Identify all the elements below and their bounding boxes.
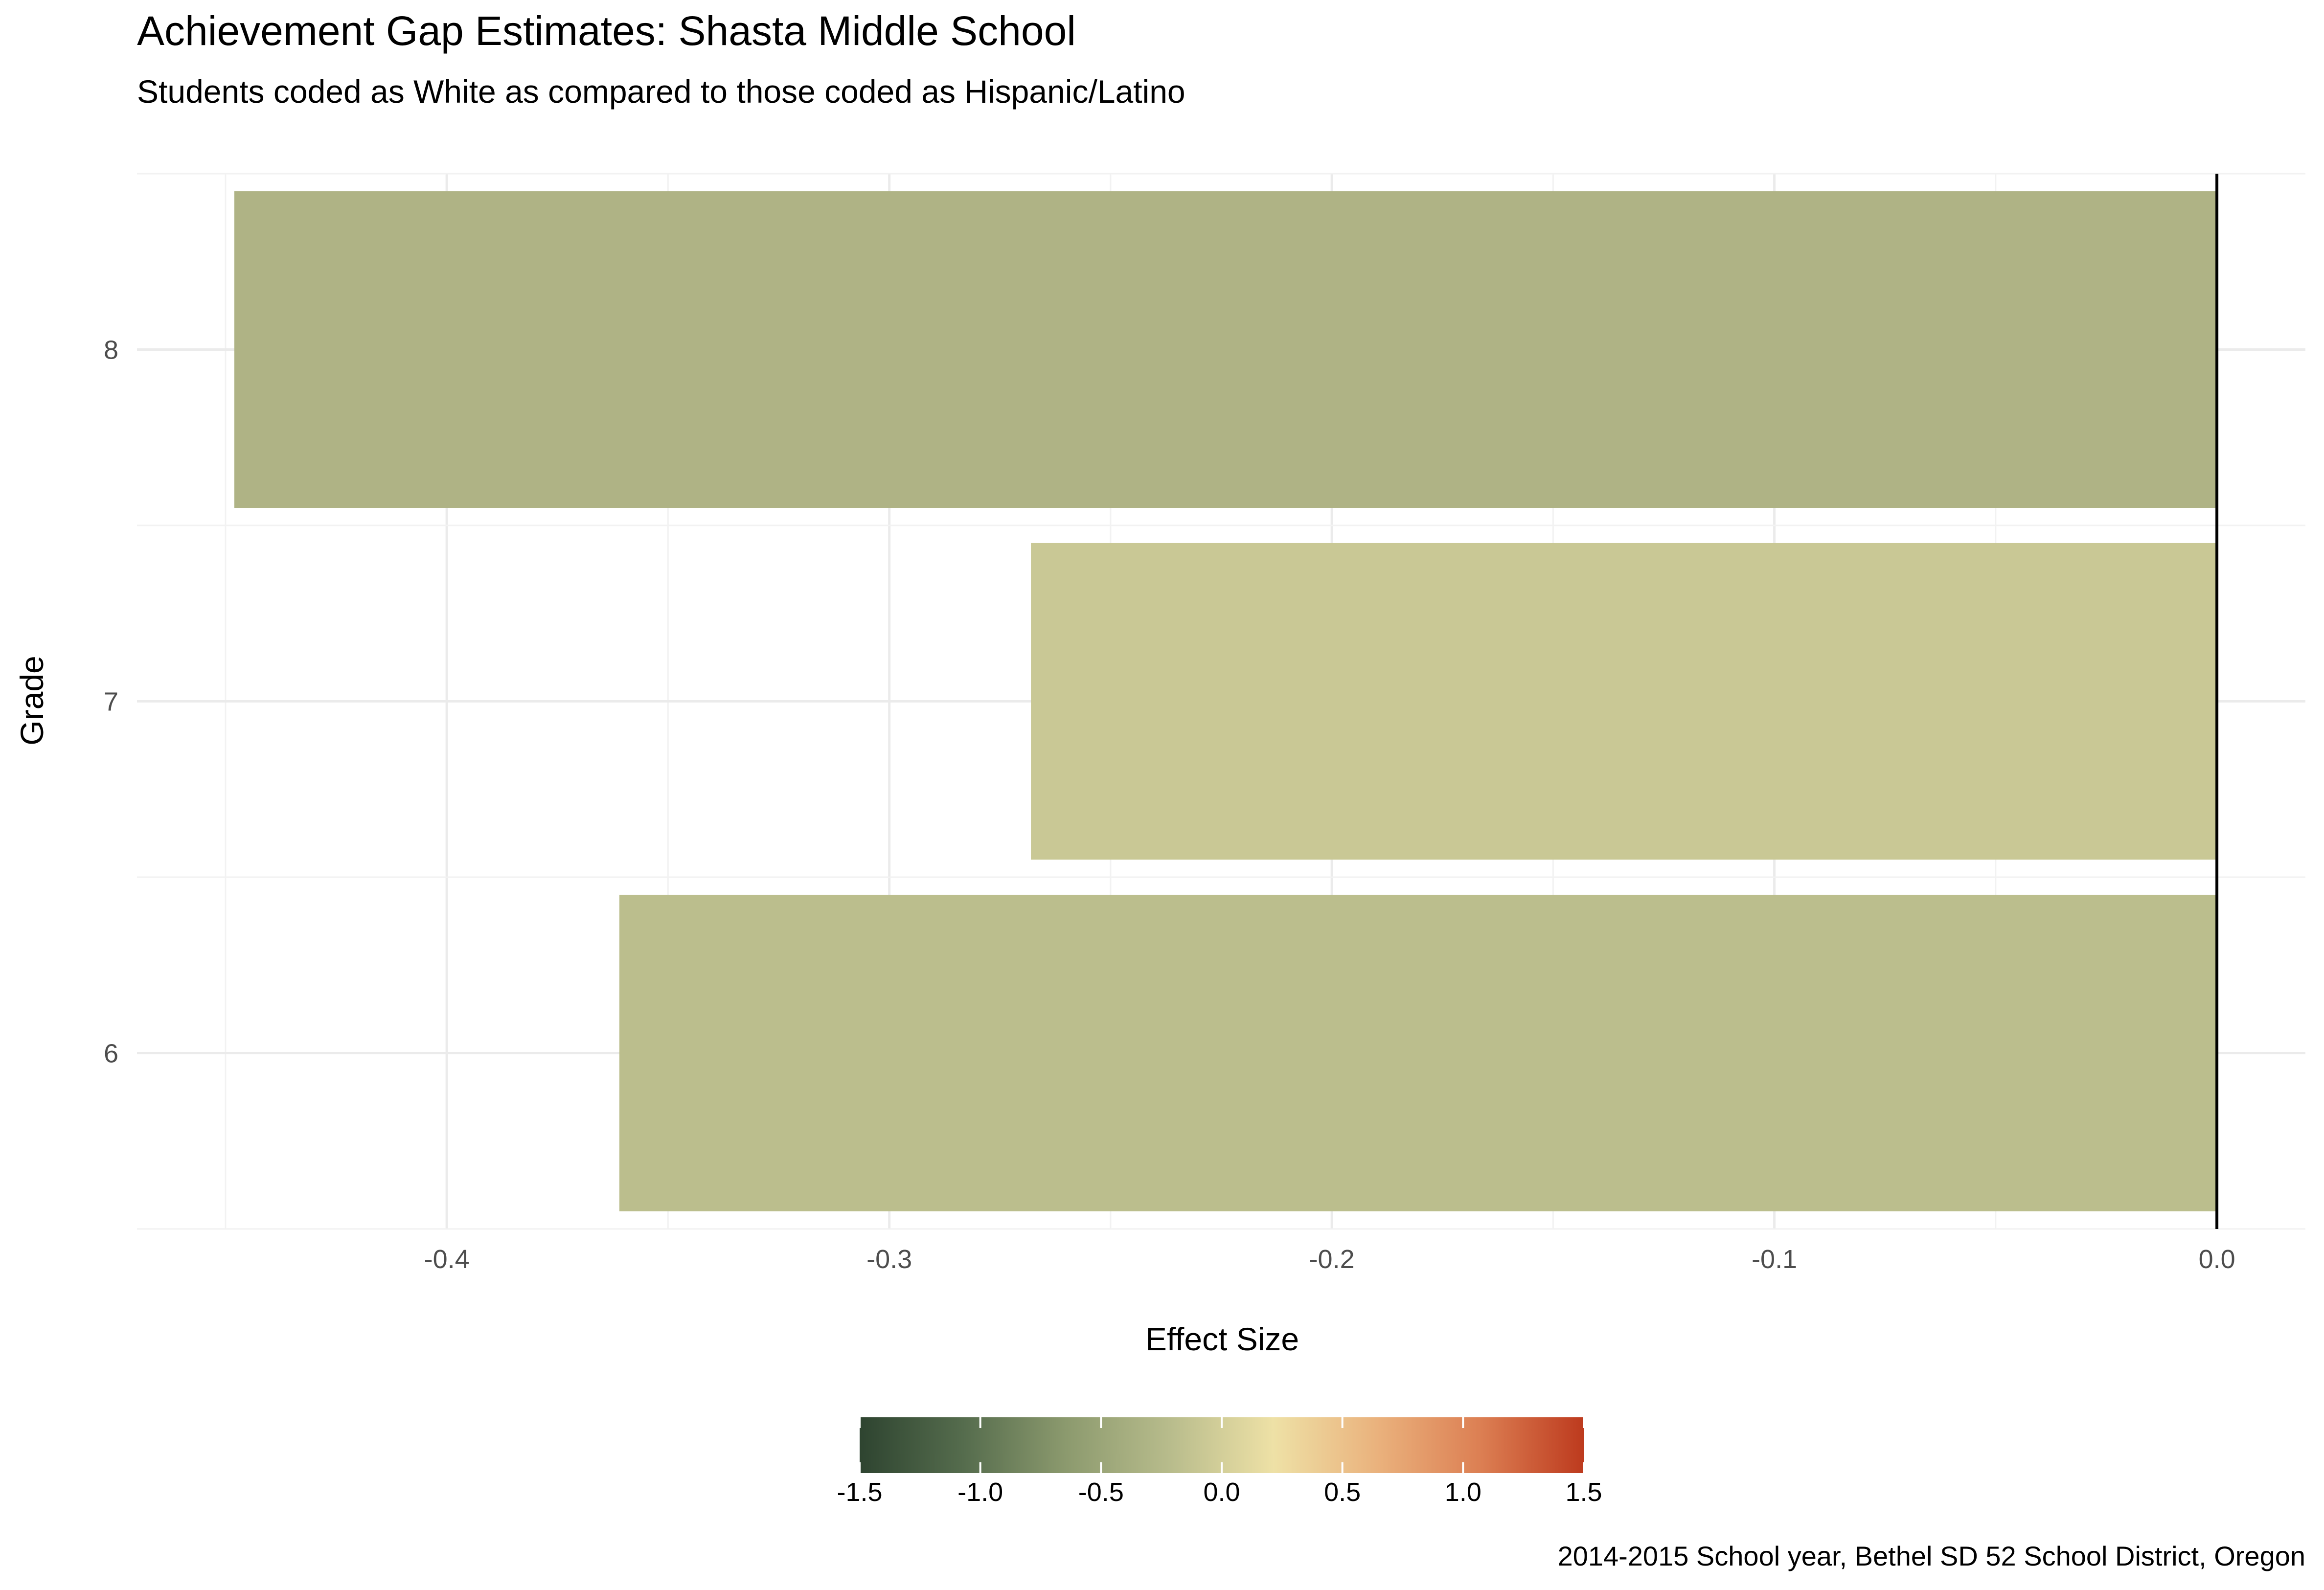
colorbar-ticks: -1.5 -1.0 -0.5 0.0 0.5 1.0 1.5 [837,1417,1602,1507]
y-tick-label: 7 [104,687,118,717]
y-tick-labels: 6 7 8 [104,336,118,1068]
colorbar-tick-label: -1.0 [957,1477,1003,1507]
x-tick-label: -0.1 [1752,1245,1797,1274]
colorbar-tick-label: 1.0 [1445,1477,1481,1507]
chart-title: Achievement Gap Estimates: Shasta Middle… [137,8,1076,54]
x-tick-label: -0.3 [866,1245,912,1274]
colorbar-tick-label: 0.0 [1203,1477,1240,1507]
bar-grade-6 [619,894,2217,1212]
bar-grade-7 [1031,543,2217,860]
bars [234,191,2217,1212]
colorbar-tick-label: 0.5 [1324,1477,1361,1507]
colorbar-tick-label: -0.5 [1078,1477,1124,1507]
colorbar-legend: -1.5 -1.0 -0.5 0.0 0.5 1.0 1.5 [837,1417,1602,1507]
chart-caption: 2014-2015 School year, Bethel SD 52 Scho… [1558,1541,2305,1571]
x-tick-label: -0.2 [1309,1245,1355,1274]
chart-subtitle: Students coded as White as compared to t… [137,73,1185,110]
x-tick-labels: -0.4 -0.3 -0.2 -0.1 0.0 [424,1245,2235,1274]
y-tick-label: 8 [104,336,118,365]
colorbar-tick-label: 1.5 [1565,1477,1602,1507]
y-tick-label: 6 [104,1039,118,1068]
x-tick-label: 0.0 [2199,1245,2235,1274]
x-tick-label: -0.4 [424,1245,470,1274]
y-axis-label: Grade [14,656,50,745]
x-axis-label: Effect Size [1145,1321,1299,1357]
colorbar-tick-label: -1.5 [837,1477,882,1507]
bar-grade-8 [234,191,2217,508]
